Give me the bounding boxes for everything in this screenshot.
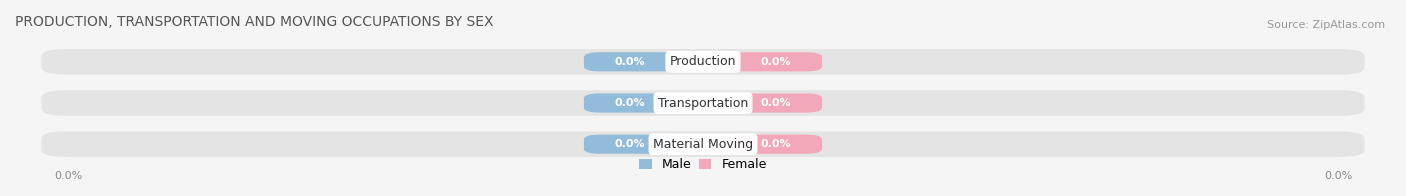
FancyBboxPatch shape [41,131,1365,157]
FancyBboxPatch shape [41,90,1365,116]
Text: 0.0%: 0.0% [761,139,792,149]
Text: PRODUCTION, TRANSPORTATION AND MOVING OCCUPATIONS BY SEX: PRODUCTION, TRANSPORTATION AND MOVING OC… [15,15,494,29]
Text: 0.0%: 0.0% [761,98,792,108]
Text: Material Moving: Material Moving [652,138,754,151]
Text: Production: Production [669,55,737,68]
Text: 0.0%: 0.0% [614,98,645,108]
FancyBboxPatch shape [730,135,823,154]
Text: 0.0%: 0.0% [614,139,645,149]
Legend: Male, Female: Male, Female [634,153,772,176]
FancyBboxPatch shape [583,135,676,154]
FancyBboxPatch shape [583,93,676,113]
FancyBboxPatch shape [730,93,823,113]
Text: Transportation: Transportation [658,96,748,110]
FancyBboxPatch shape [730,52,823,71]
Text: Source: ZipAtlas.com: Source: ZipAtlas.com [1267,20,1385,30]
Text: 0.0%: 0.0% [761,57,792,67]
Text: 0.0%: 0.0% [614,57,645,67]
FancyBboxPatch shape [583,52,676,71]
FancyBboxPatch shape [41,49,1365,75]
